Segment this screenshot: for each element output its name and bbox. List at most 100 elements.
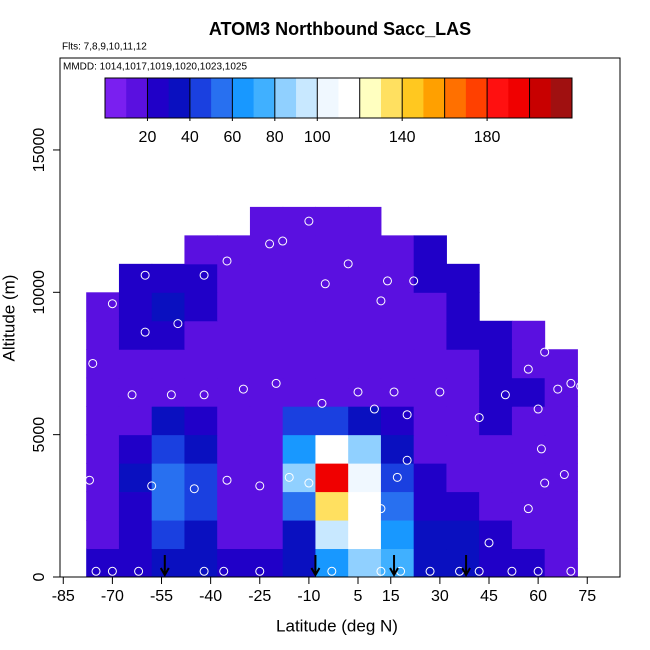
- heatmap-cell: [315, 406, 349, 436]
- heatmap-cell: [380, 520, 415, 550]
- heatmap-cell: [217, 292, 251, 322]
- heatmap-cell: [217, 463, 251, 493]
- sample-point: [91, 566, 101, 576]
- sample-point: [222, 256, 232, 266]
- heatmap-cell: [511, 434, 546, 464]
- heatmap-cell: [348, 548, 382, 578]
- sample-point: [389, 387, 399, 397]
- sample-point: [425, 566, 435, 576]
- heatmap-cell: [249, 548, 284, 578]
- sample-point: [540, 478, 550, 488]
- colorbar-tick-label: 180: [474, 129, 501, 146]
- sample-point: [376, 504, 386, 514]
- heatmap-cell: [282, 548, 316, 578]
- heatmap-cell: [86, 349, 120, 379]
- heatmap-cell: [446, 406, 480, 436]
- sample-point: [140, 327, 150, 337]
- sample-point: [553, 384, 563, 394]
- heatmap-cell: [282, 349, 316, 379]
- colorbar-bin: [402, 78, 424, 118]
- heatmap-cell: [315, 320, 349, 350]
- heatmap-cell: [282, 206, 316, 236]
- heatmap-cell: [315, 434, 349, 464]
- colorbar-bin: [380, 78, 403, 118]
- sample-point: [376, 566, 386, 576]
- heatmap-cell: [86, 292, 120, 322]
- colorbar-bin: [296, 78, 318, 118]
- heatmap-cell: [380, 434, 415, 464]
- sample-point: [271, 378, 281, 388]
- heatmap-cell: [315, 206, 349, 236]
- heatmap-cell: [118, 406, 153, 436]
- sample-point: [327, 566, 337, 576]
- heatmap-cell: [380, 235, 415, 265]
- heatmap-cell: [282, 263, 316, 293]
- sample-point: [533, 566, 543, 576]
- heatmap-cell: [413, 377, 447, 407]
- heatmap-cell: [249, 349, 284, 379]
- colorbar-frame: [104, 77, 573, 119]
- heatmap-cell: [479, 463, 513, 493]
- colorbar-bin: [147, 78, 170, 118]
- colorbar-bin: [487, 78, 509, 118]
- x-axis-label: Latitude (deg N): [276, 616, 398, 635]
- sample-point: [343, 259, 353, 269]
- colorbar-bin: [168, 78, 191, 118]
- heatmap-cell: [184, 434, 218, 464]
- heatmap-cell: [315, 491, 349, 521]
- chart-title: ATOM3 Northbound Sacc_LAS: [209, 19, 471, 39]
- x-tick-label: -40: [199, 588, 222, 605]
- heatmap-cell: [249, 434, 284, 464]
- heatmap-cell: [118, 292, 153, 322]
- colorbar-bin: [105, 78, 127, 118]
- sample-point: [507, 566, 517, 576]
- sample-point: [107, 299, 117, 309]
- heatmap-cell: [184, 320, 218, 350]
- heatmap-cell: [217, 235, 251, 265]
- sample-point: [536, 444, 546, 454]
- heatmap-cell: [151, 491, 185, 521]
- colorbar-bin: [274, 78, 297, 118]
- colorbar-bin: [232, 78, 255, 118]
- heatmap-cell: [86, 320, 120, 350]
- heatmap-cell: [184, 406, 218, 436]
- heatmap-cell: [315, 548, 349, 578]
- heatmap-cell: [544, 491, 578, 521]
- heatmap-cell: [118, 320, 153, 350]
- colorbar-bin: [338, 78, 361, 118]
- heatmap-cell: [348, 292, 382, 322]
- colorbar-tick-label: 140: [389, 129, 416, 146]
- heatmap-cell: [151, 349, 185, 379]
- colorbar-bin: [465, 78, 488, 118]
- sample-point: [559, 470, 569, 480]
- heatmap-cell: [118, 548, 153, 578]
- sample-point: [409, 276, 419, 286]
- x-tick-label: -85: [52, 588, 75, 605]
- heatmap-cell: [217, 548, 251, 578]
- heatmap-cell: [446, 377, 480, 407]
- heatmap-cell: [479, 406, 513, 436]
- colorbar-bin: [253, 78, 276, 118]
- heatmap-cell: [446, 434, 480, 464]
- sample-point: [173, 319, 183, 329]
- heatmap-cell: [380, 463, 415, 493]
- sample-point: [284, 472, 294, 482]
- heatmap-cell: [86, 491, 120, 521]
- heatmap-cell: [380, 263, 415, 293]
- heatmap-cell: [282, 491, 316, 521]
- colorbar-bin: [550, 78, 573, 118]
- heatmap-cell: [348, 434, 382, 464]
- heatmap-cell: [151, 548, 185, 578]
- colorbar-tick-label: 100: [304, 129, 331, 146]
- heatmap-cell: [217, 377, 251, 407]
- heatmap-cell: [380, 320, 415, 350]
- heatmap-cell: [282, 292, 316, 322]
- heatmap-cell: [217, 320, 251, 350]
- heatmap-cell: [315, 349, 349, 379]
- heatmap-cell: [413, 463, 447, 493]
- heatmap-cell: [479, 320, 513, 350]
- heatmap-cell: [413, 491, 447, 521]
- x-tick-label: 15: [382, 588, 400, 605]
- sample-point: [189, 484, 199, 494]
- heatmap-cell: [348, 463, 382, 493]
